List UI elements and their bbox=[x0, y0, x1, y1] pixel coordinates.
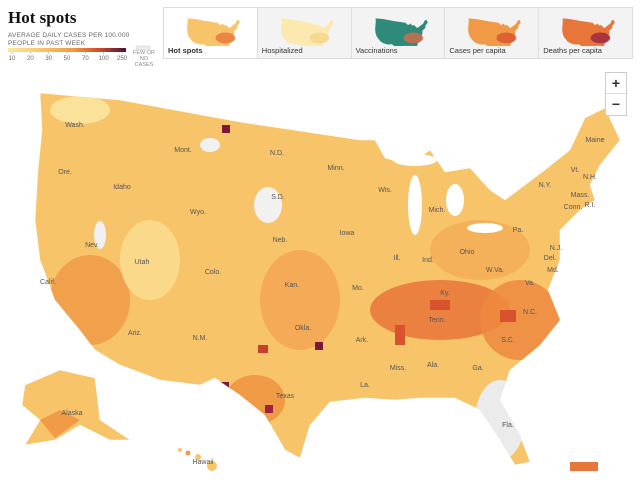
state-label: Fla. bbox=[502, 422, 514, 429]
state-label: Colo. bbox=[205, 269, 221, 276]
state-label: Ohio bbox=[460, 249, 475, 256]
state-label: La. bbox=[360, 382, 370, 389]
state-label: Mont. bbox=[174, 147, 192, 154]
tab-label: Hot spots bbox=[168, 46, 203, 55]
thumbnail-map bbox=[374, 18, 428, 46]
state-label: Va. bbox=[525, 280, 535, 287]
state-label: N.D. bbox=[270, 150, 284, 157]
tab-thumbnail bbox=[468, 18, 522, 46]
state-label: Idaho bbox=[113, 184, 131, 191]
tab-label: Deaths per capita bbox=[543, 46, 602, 55]
state-label: Md. bbox=[547, 267, 559, 274]
state-label: Ore. bbox=[58, 169, 72, 176]
state-label: W.Va. bbox=[486, 267, 504, 274]
legend-tick-label: 70 bbox=[82, 56, 89, 62]
state-label: Miss. bbox=[390, 365, 406, 372]
thumbnail-shade bbox=[590, 32, 611, 44]
state-label: Mo. bbox=[352, 285, 364, 292]
state-label: S.C. bbox=[501, 337, 515, 344]
state-label: R.I. bbox=[585, 202, 596, 209]
legend-tick-label: 10 bbox=[9, 56, 16, 62]
thumbnail-map bbox=[468, 18, 522, 46]
state-label: Ga. bbox=[472, 365, 483, 372]
tab[interactable]: Hospitalized bbox=[256, 8, 351, 58]
state-label: Ariz. bbox=[128, 330, 142, 337]
state-label: Okla. bbox=[295, 325, 311, 332]
state-label: Calif. bbox=[40, 279, 56, 286]
state-label: Ky. bbox=[440, 290, 450, 297]
state-label: Kan. bbox=[285, 282, 299, 289]
state-label: Nev. bbox=[85, 242, 99, 249]
state-label: Wis. bbox=[378, 187, 392, 194]
thumbnail-map bbox=[187, 18, 240, 46]
thumbnail-shade bbox=[496, 32, 517, 44]
tab[interactable]: Deaths per capita bbox=[538, 8, 632, 58]
map bbox=[21, 92, 621, 471]
state-label: Wyo. bbox=[190, 209, 206, 216]
state-label: Ala. bbox=[427, 362, 439, 369]
tab-label: Cases per capita bbox=[449, 46, 506, 55]
state-label: Ark. bbox=[356, 337, 369, 344]
state-label: Alaska bbox=[61, 410, 82, 417]
tab-thumbnail bbox=[280, 18, 334, 46]
state-label: Conn. bbox=[564, 204, 583, 211]
state-label: Maine bbox=[585, 137, 604, 144]
state-label: Utah bbox=[135, 259, 150, 266]
state-label: Vt. bbox=[571, 167, 580, 174]
tab[interactable]: Vaccinations bbox=[350, 8, 445, 58]
zoom-out[interactable]: − bbox=[611, 96, 621, 112]
state-label: Wash. bbox=[65, 122, 85, 129]
legend-tick-label: 50 bbox=[64, 56, 71, 62]
state-label: Ind. bbox=[422, 257, 434, 264]
state-label: Ill. bbox=[394, 255, 401, 262]
state-label: Mass. bbox=[571, 192, 590, 199]
thumbnail-shade bbox=[309, 32, 330, 44]
legend-scale bbox=[8, 48, 126, 52]
no-data-label: FEW OR NO CASES bbox=[133, 50, 155, 68]
thumbnail-map bbox=[280, 18, 334, 46]
legend-tick-label: 30 bbox=[45, 56, 52, 62]
state-label: Del. bbox=[544, 255, 557, 262]
tab-bar: Hot spots Hospitalized Vaccinations Cases p… bbox=[163, 7, 633, 59]
tab[interactable]: Cases per capita bbox=[444, 8, 539, 58]
legend-tick-label: 20 bbox=[27, 56, 34, 62]
thumbnail-shade bbox=[215, 32, 236, 44]
state-label: Hawaii bbox=[192, 459, 213, 466]
state-label: N.M. bbox=[193, 335, 208, 342]
tab-thumbnail bbox=[187, 18, 240, 46]
zoom-control: + − bbox=[605, 72, 627, 116]
subtitle: AVERAGE DAILY CASES PER 100,000 PEOPLE I… bbox=[8, 32, 130, 47]
tab-label: Hospitalized bbox=[261, 46, 303, 55]
thumbnail-map bbox=[562, 18, 615, 46]
tab-thumbnail bbox=[374, 18, 428, 46]
state-label: Texas bbox=[276, 393, 295, 400]
state-label: Minn. bbox=[327, 165, 344, 172]
state-label: S.D. bbox=[271, 194, 285, 201]
state-label: Iowa bbox=[340, 230, 355, 237]
state-label: Mich. bbox=[429, 207, 446, 214]
state-label: Pa. bbox=[513, 227, 524, 234]
state-label: Tenn. bbox=[428, 317, 445, 324]
tab[interactable]: Hot spots bbox=[164, 8, 257, 58]
state-label: N.C. bbox=[523, 309, 537, 316]
title: Hot spots bbox=[8, 8, 77, 27]
tab-thumbnail bbox=[562, 18, 615, 46]
state-label: N.H. bbox=[583, 174, 597, 181]
state-label: N.J. bbox=[550, 245, 563, 252]
thumbnail-shade bbox=[403, 32, 423, 44]
legend-tick-label: 250 bbox=[117, 56, 128, 62]
legend-tick-label: 100 bbox=[99, 56, 110, 62]
zoom-in[interactable]: + bbox=[606, 73, 626, 94]
state-label: Neb. bbox=[273, 237, 288, 244]
tab-label: Vaccinations bbox=[355, 46, 398, 55]
state-label: N.Y. bbox=[539, 182, 552, 189]
